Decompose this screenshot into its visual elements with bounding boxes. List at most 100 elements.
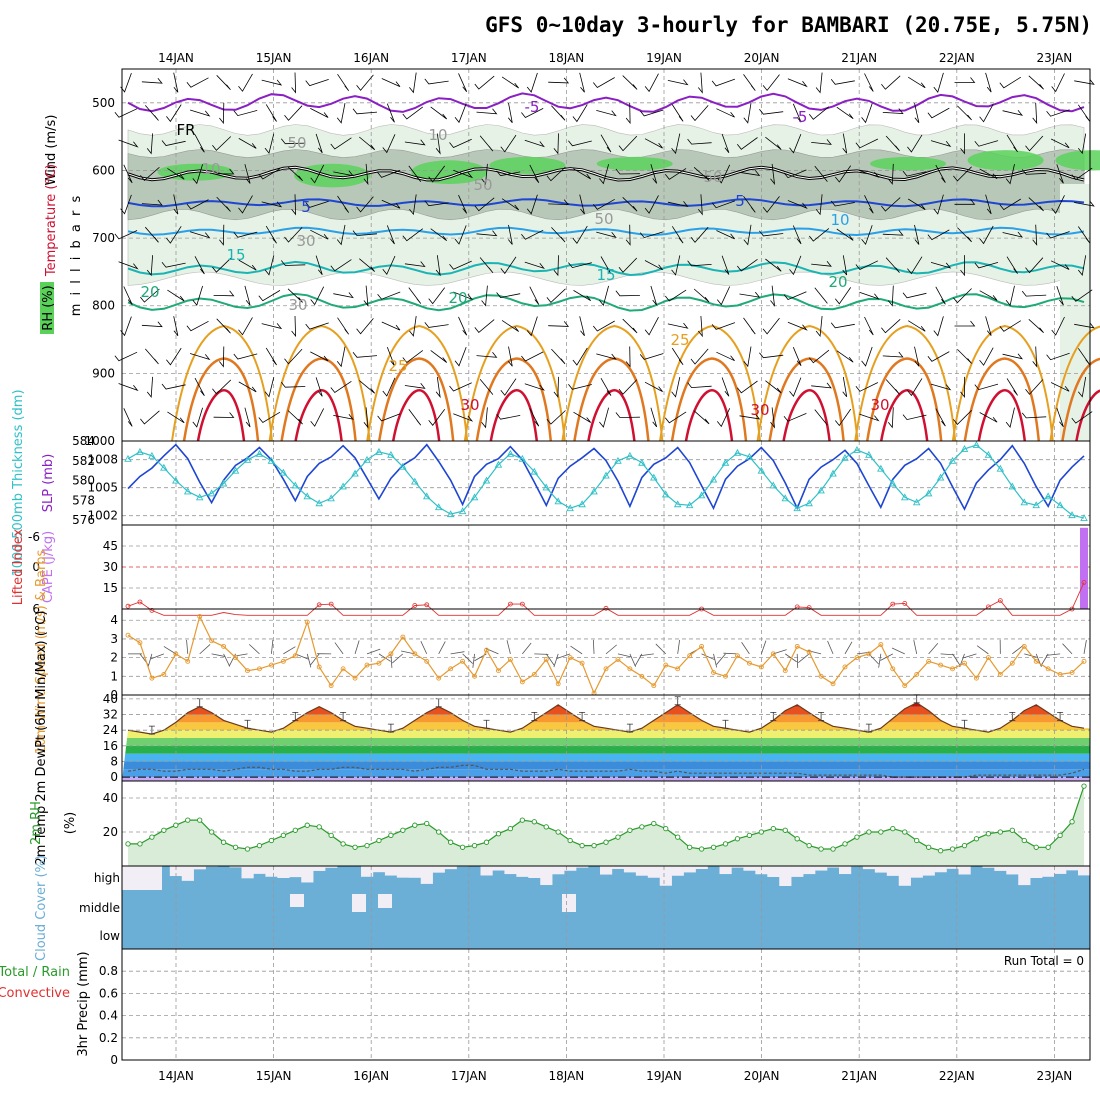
wind-speed-point xyxy=(221,643,227,649)
contour-label: 50 xyxy=(594,210,613,228)
lifted-index-point xyxy=(507,601,513,607)
slp-tick-label: 1002 xyxy=(87,509,118,523)
chart-title: GFS 0~10day 3-hourly for BAMBARI (20.75E… xyxy=(485,13,1092,37)
wind-barb xyxy=(664,168,687,180)
rh2m-point xyxy=(675,834,681,840)
wind-barb xyxy=(454,103,467,124)
wind-barb xyxy=(1056,164,1064,184)
wind-barb-10m xyxy=(962,653,977,659)
slp-thickness-panel: 584 582 580 578 576 1008 1005 1002 1000-500mb T… xyxy=(11,389,1091,577)
wind-barb-10m xyxy=(570,645,583,655)
wind-barb xyxy=(424,322,449,328)
wind-barb xyxy=(953,166,972,182)
wind-barb xyxy=(902,292,927,299)
wind-barb-10m xyxy=(760,640,767,655)
rh2m-point xyxy=(1045,844,1051,850)
high-cloud-gap xyxy=(408,866,421,878)
wind-barb xyxy=(359,258,376,272)
wind-barb xyxy=(814,165,828,182)
wind-barb xyxy=(219,346,225,368)
rh2m-point xyxy=(663,825,669,832)
rh2m-point xyxy=(340,841,346,847)
wind-barb xyxy=(140,288,160,303)
thickness-point xyxy=(482,476,491,484)
wind-barb xyxy=(186,199,209,210)
wind-barb xyxy=(1046,109,1070,117)
rh2m-point xyxy=(352,844,358,850)
wind-barb xyxy=(258,290,281,302)
rh2m-point xyxy=(567,837,573,844)
wind-barb xyxy=(305,322,329,330)
thickness-point xyxy=(673,500,682,508)
thickness-point xyxy=(936,473,945,481)
wind-barb-10m xyxy=(844,641,853,655)
wind-barb xyxy=(979,347,994,366)
rh2m-point xyxy=(256,842,263,849)
wind-speed-point xyxy=(519,679,525,685)
thickness-point xyxy=(1020,498,1029,506)
wind-barb xyxy=(479,257,494,274)
wind-barb xyxy=(1071,289,1093,302)
wind-barb xyxy=(192,407,203,428)
wind-barb xyxy=(887,407,894,429)
wind-barb-10m xyxy=(150,653,164,660)
wind-barb xyxy=(238,73,253,92)
wind-barb xyxy=(639,231,664,239)
wind-barb-10m xyxy=(701,653,715,660)
wind-barb xyxy=(1006,256,1018,274)
rh2m-unit-label: (%) xyxy=(63,812,78,835)
rh2m-point xyxy=(651,820,657,827)
wind-tick-label: 3 xyxy=(110,632,118,646)
wind-speed-point xyxy=(364,662,370,668)
wind-barb xyxy=(1074,79,1095,85)
thickness-point xyxy=(470,493,479,501)
rh2m-point xyxy=(603,839,609,845)
high-cloud-gap xyxy=(444,866,457,870)
wind-barb xyxy=(855,260,879,270)
rh2m-point xyxy=(687,844,693,850)
wind-speed-point xyxy=(866,651,872,657)
wind-barb-10m xyxy=(952,653,961,666)
wind-barb xyxy=(141,199,163,206)
wind-barb xyxy=(548,77,570,84)
wind-barb xyxy=(141,77,163,84)
wind-barb xyxy=(118,383,139,392)
wind-barb-10m xyxy=(807,650,822,655)
wind-tick-label: 4 xyxy=(110,613,118,627)
thickness-point xyxy=(865,450,873,458)
rh2m-point xyxy=(1009,827,1015,833)
wind-barb xyxy=(736,380,758,394)
high-cloud-gap xyxy=(659,866,672,886)
upper-air-panel: -5 -5 5 5 10 15 15 20 20 20 25 25 30 30 30 50 50 50 10 10 50… xyxy=(40,68,1100,448)
rh2m-point xyxy=(890,825,896,832)
wind-barb xyxy=(644,317,659,336)
rh-patch-high xyxy=(1055,150,1100,171)
thickness-point xyxy=(303,492,312,500)
wind-barb xyxy=(1077,255,1087,276)
wind-barb-10m xyxy=(378,653,391,662)
temp-minmax-bar xyxy=(770,712,777,721)
wind-barb xyxy=(935,286,946,305)
wind-barb xyxy=(261,79,283,86)
wind-barb xyxy=(697,315,703,338)
wind-speed-point xyxy=(484,647,489,653)
wind-barb-10m xyxy=(147,653,153,668)
wind-barb xyxy=(739,413,761,420)
wind-barb xyxy=(789,377,802,397)
middle-cloud-gap xyxy=(378,894,392,908)
wind-barb xyxy=(615,168,640,175)
high-cloud-gap xyxy=(1042,866,1055,877)
wind-barb xyxy=(402,350,424,364)
wind-barb xyxy=(762,317,780,335)
wind-barb xyxy=(458,73,468,92)
wind-barb xyxy=(435,133,441,155)
wind-barb xyxy=(622,318,638,334)
wind-barb-10m xyxy=(366,648,381,655)
wind-barb xyxy=(233,231,258,238)
wind-barb xyxy=(787,200,808,209)
wind-barb xyxy=(337,73,350,92)
thickness-point xyxy=(590,487,598,495)
high-cloud-gap xyxy=(910,866,923,878)
wind-barb xyxy=(592,198,615,210)
rh2m-point xyxy=(615,834,621,840)
